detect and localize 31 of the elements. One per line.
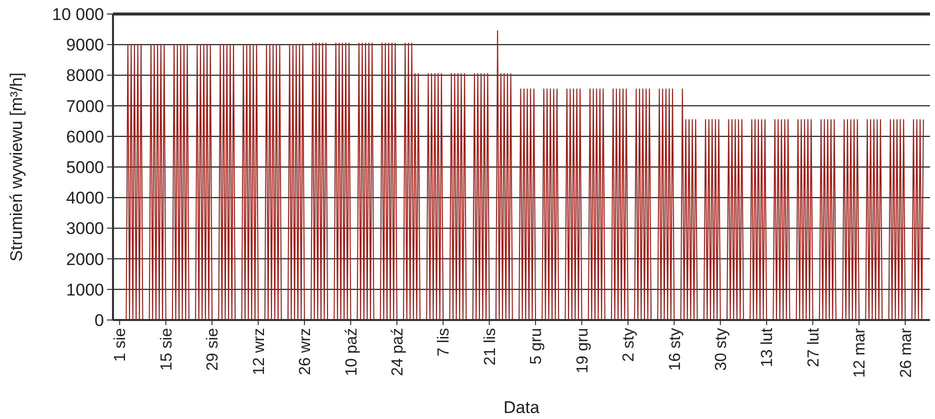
y-tick-label: 4000 [66, 188, 104, 208]
x-tick-label: 12 mar [852, 327, 869, 378]
x-tick-label: 15 sie [158, 328, 176, 371]
x-tick-label: 7 lis [436, 328, 453, 356]
x-tick-label: 29 sie [204, 328, 222, 371]
x-tick-label: 27 lut [805, 327, 822, 368]
x-tick-label: 13 lut [759, 327, 776, 368]
x-tick-label: 5 gru [528, 328, 546, 364]
y-tick-label: 6000 [66, 127, 104, 146]
x-tick-label: 30 sty [712, 328, 730, 371]
y-tick-label: 7000 [66, 96, 104, 116]
y-tick-label: 2000 [66, 250, 104, 269]
y-tick-label: 8000 [66, 66, 104, 86]
x-tick-label: 26 mar [898, 327, 915, 378]
x-tick-label: 2 sty [620, 328, 638, 362]
y-tick-label: 10 000 [52, 4, 104, 24]
y-tick-label: 0 [94, 310, 104, 330]
x-tick-label: 12 wrz [250, 328, 268, 376]
x-tick-label: 1 sie [112, 328, 130, 362]
x-tick-label: 19 gru [574, 328, 592, 374]
y-axis-title: Strumień wywiewu [m³/h] [7, 72, 26, 262]
x-tick-label: 26 wrz [297, 328, 314, 376]
y-tick-label: 1000 [66, 280, 104, 300]
y-tick-label: 3000 [66, 219, 104, 238]
x-tick-label: 24 paź [389, 328, 406, 376]
y-tick-label: 5000 [66, 158, 104, 177]
x-tick-label: 21 lis [482, 328, 499, 366]
x-tick-label: 16 sty [666, 328, 684, 371]
y-tick-label: 9000 [66, 36, 104, 55]
x-tick-label: 10 paź [343, 328, 360, 376]
x-axis-title: Data [504, 398, 540, 417]
